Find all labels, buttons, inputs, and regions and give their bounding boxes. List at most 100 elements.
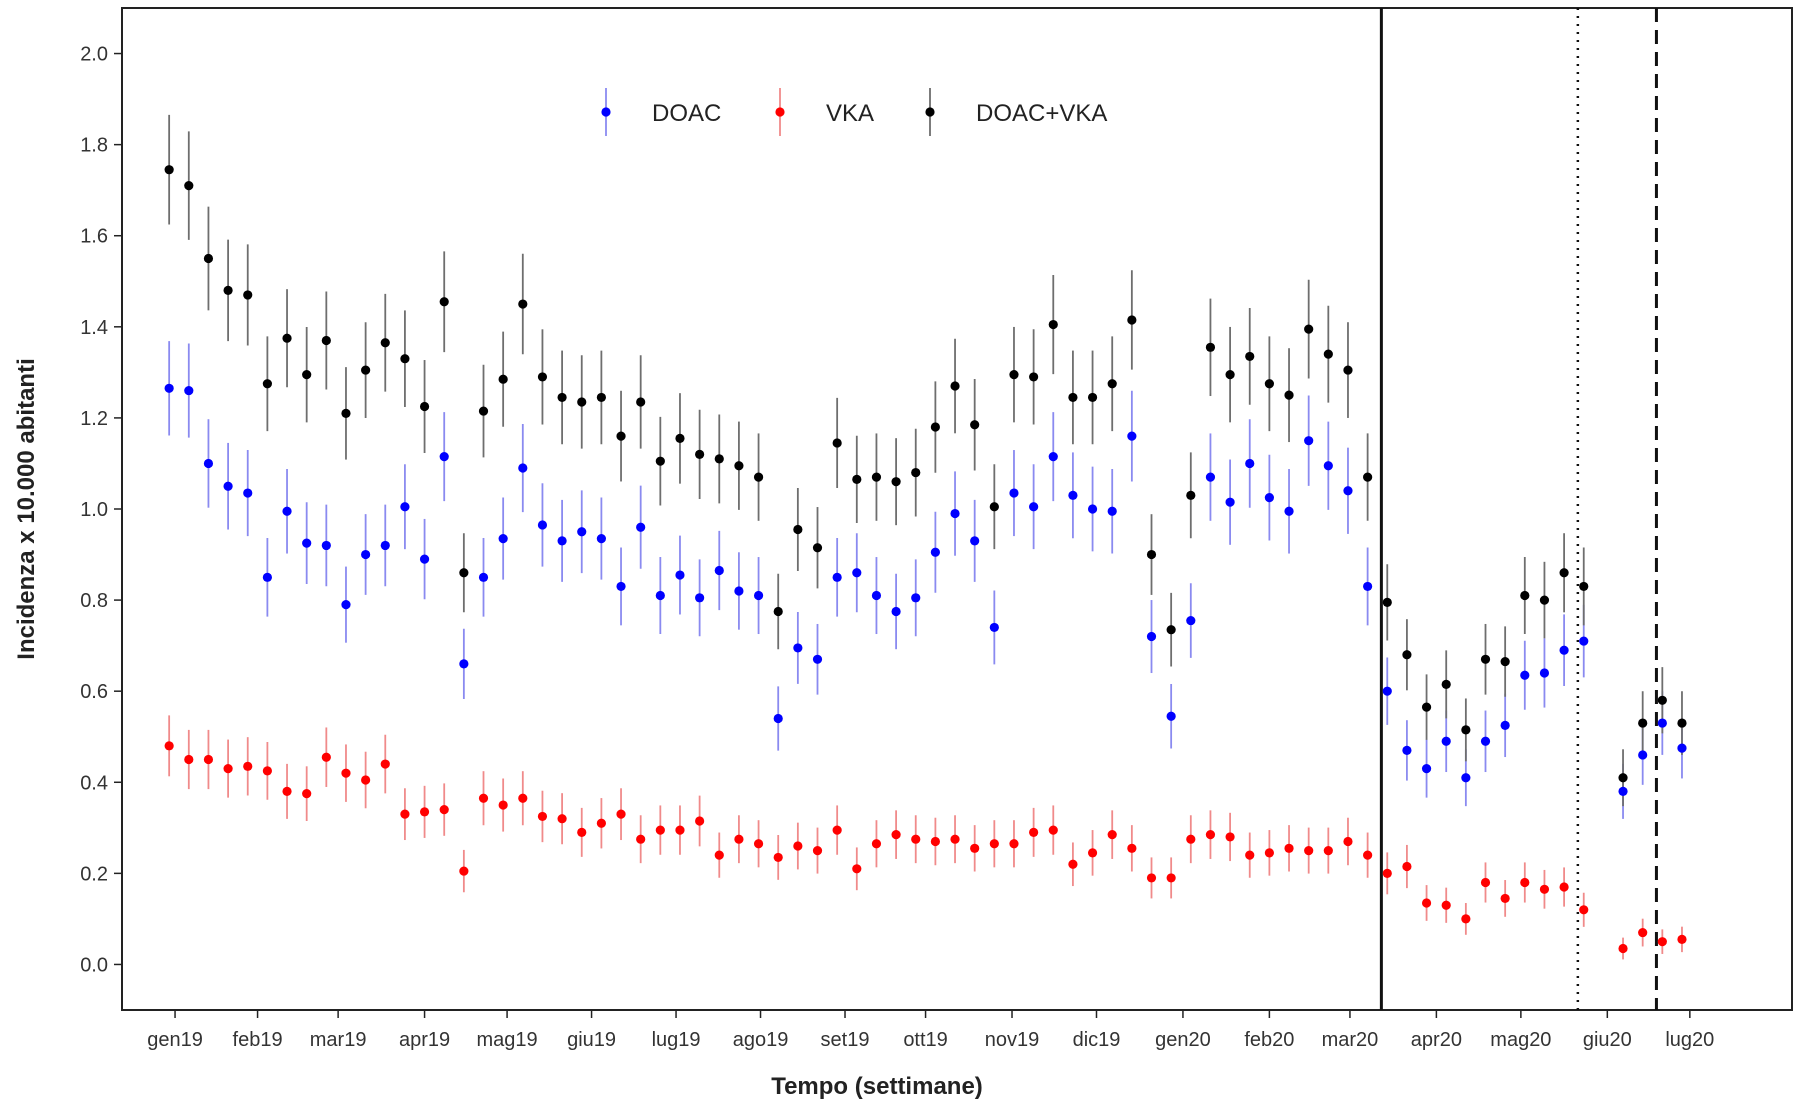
- doac-vka-point: [1677, 718, 1687, 728]
- doac-vka-point: [596, 392, 606, 403]
- doac-point: [1068, 490, 1078, 500]
- x-tick-label: giu20: [1583, 1029, 1632, 1051]
- x-tick-label: ago19: [733, 1029, 789, 1051]
- vka-point: [498, 800, 508, 810]
- doac-vka-point: [616, 431, 626, 441]
- vka-point: [1245, 850, 1255, 860]
- vka-point: [1264, 848, 1274, 858]
- doac-vka-point: [1618, 773, 1628, 783]
- vka-point: [1539, 884, 1550, 894]
- doac-vka-point: [989, 502, 999, 512]
- x-tick-label: ott19: [903, 1029, 947, 1051]
- vka-point: [773, 852, 783, 863]
- doac-vka-point: [1480, 654, 1491, 664]
- doac-vka-point: [714, 454, 724, 464]
- doac-point: [282, 506, 292, 516]
- doac-point: [1264, 493, 1274, 503]
- doac-vka-point: [773, 606, 783, 617]
- doac-vka-point: [321, 335, 331, 346]
- doac-point: [655, 590, 665, 601]
- x-tick-label: lug20: [1665, 1029, 1714, 1051]
- doac-vka-point: [970, 420, 980, 430]
- doac-point: [891, 606, 901, 617]
- doac-point: [164, 383, 174, 393]
- vka-point: [361, 775, 371, 785]
- doac-vka-point: [1382, 597, 1392, 607]
- vka-point: [1225, 832, 1235, 842]
- vka-point: [557, 814, 567, 824]
- doac-point: [714, 565, 724, 576]
- vka-point: [753, 839, 764, 849]
- doac-point: [361, 549, 371, 560]
- doac-vka-point: [302, 370, 312, 380]
- vka-point: [184, 754, 194, 765]
- x-tick-label: gen20: [1155, 1029, 1211, 1051]
- vka-point: [1657, 937, 1667, 947]
- doac-vka-point: [1264, 379, 1274, 389]
- doac-point: [537, 520, 548, 530]
- doac-vka-point: [361, 365, 371, 375]
- vka-point: [282, 786, 292, 796]
- doac-point: [478, 572, 489, 582]
- vka-point: [577, 827, 587, 837]
- doac-vka-point: [1146, 549, 1157, 560]
- vka-point: [223, 764, 233, 774]
- doac-vka-point: [1421, 702, 1432, 712]
- doac-point: [734, 586, 744, 596]
- x-tick-label: apr19: [399, 1029, 450, 1051]
- vka-point: [1421, 898, 1432, 908]
- doac-point: [1539, 668, 1550, 678]
- vka-point: [1107, 830, 1117, 840]
- doac-vka-point: [498, 374, 508, 384]
- doac-point: [1107, 506, 1117, 516]
- vka-point: [989, 839, 999, 849]
- doac-point: [1166, 711, 1176, 721]
- doac-vka-point: [419, 401, 430, 412]
- vka-point: [1304, 845, 1314, 856]
- legend-doac-vka-marker: [925, 107, 935, 117]
- doac-vka-point: [1029, 372, 1039, 382]
- vka-point: [203, 754, 214, 765]
- vka-point: [1029, 827, 1039, 837]
- doac-point: [970, 536, 980, 546]
- doac-vka-point: [1127, 315, 1137, 325]
- doac-point: [1205, 472, 1216, 482]
- doac-point: [1500, 720, 1510, 730]
- doac-vka-point: [557, 392, 567, 403]
- y-axis: 0.0 0.2 0.4 0.6 0.8 1.0 1.2 1.4 1.6 1.8 2.0: [80, 44, 122, 976]
- doac-point: [1363, 581, 1373, 592]
- plot-area: [121, 7, 1793, 1011]
- doac-point: [400, 502, 410, 512]
- vka-point: [1500, 893, 1510, 904]
- doac-vka-point: [1657, 695, 1667, 705]
- legend-vka-label: VKA: [826, 100, 874, 127]
- doac-point: [1323, 461, 1333, 471]
- doac-point: [1480, 736, 1491, 746]
- doac-vka-point: [911, 467, 921, 478]
- doac-point: [184, 385, 194, 396]
- x-tick-label: mar20: [1322, 1029, 1379, 1051]
- doac-point: [1677, 743, 1687, 753]
- vka-point: [1166, 873, 1176, 883]
- vka-point: [1087, 848, 1098, 858]
- vka-point: [1441, 900, 1451, 910]
- legend: DOAC VKA DOAC+VKA: [601, 88, 1107, 136]
- doac-vka-point: [655, 456, 665, 466]
- vka-point: [1461, 914, 1471, 924]
- vka-point: [439, 805, 449, 815]
- doac-vka-point: [1009, 370, 1019, 380]
- vka-point: [478, 793, 489, 803]
- vka-point: [734, 834, 744, 844]
- doac-point: [1009, 488, 1019, 498]
- doac-point: [871, 590, 882, 601]
- vka-point: [793, 841, 803, 851]
- doac-vka-point: [1441, 679, 1451, 689]
- vka-point: [459, 866, 469, 876]
- vka-point: [950, 834, 960, 844]
- y-tick-label: 2.0: [80, 44, 108, 66]
- x-tick-label: gen19: [147, 1029, 203, 1051]
- doac-vka-point: [1323, 349, 1333, 359]
- doac-vka-point: [793, 524, 803, 535]
- doac-point: [302, 538, 312, 548]
